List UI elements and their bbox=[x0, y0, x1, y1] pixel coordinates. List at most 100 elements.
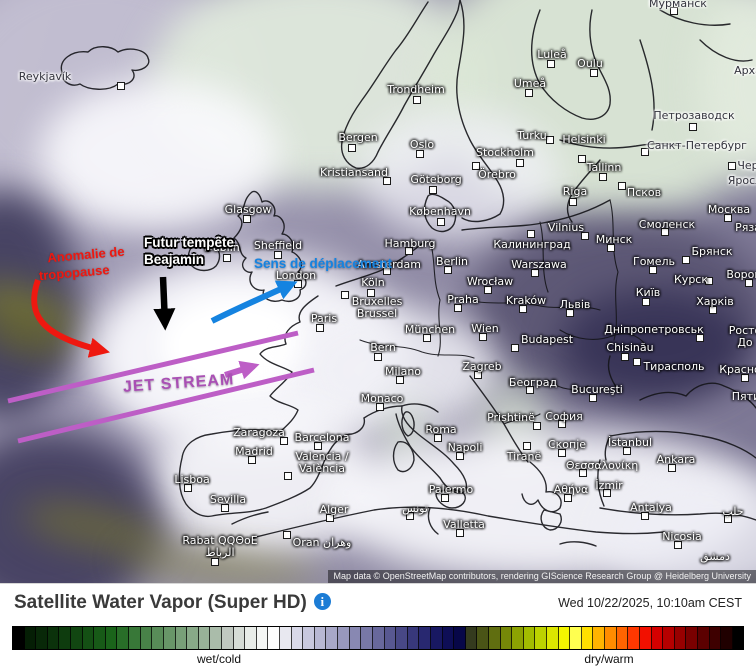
city-marker bbox=[316, 324, 324, 332]
city-marker bbox=[558, 420, 566, 428]
city-marker bbox=[484, 286, 492, 294]
colorbar-cell bbox=[442, 627, 455, 649]
city-marker bbox=[533, 422, 541, 430]
city-marker bbox=[599, 173, 607, 181]
city-label: Пяти bbox=[731, 390, 756, 403]
colorbar-cell bbox=[187, 627, 199, 649]
city-label: Київ bbox=[635, 286, 661, 299]
city-marker bbox=[633, 358, 641, 366]
jetstream-short-arrow bbox=[224, 360, 260, 380]
city-label: Яросл bbox=[727, 174, 756, 187]
city-label: Madrid bbox=[235, 445, 273, 458]
colorbar-cell bbox=[558, 627, 571, 649]
city-marker bbox=[709, 306, 717, 314]
city-label: Monaco bbox=[360, 392, 404, 405]
city-label: Петрозаводск bbox=[653, 109, 735, 122]
city-label: Palermo bbox=[428, 483, 474, 496]
city-marker bbox=[661, 228, 669, 236]
city-marker bbox=[374, 353, 382, 361]
city-marker bbox=[474, 371, 482, 379]
city-marker bbox=[348, 144, 356, 152]
city-marker bbox=[314, 442, 322, 450]
city-marker bbox=[531, 269, 539, 277]
colorbar-cell bbox=[407, 627, 420, 649]
city-marker bbox=[211, 558, 219, 566]
colorbar-cell bbox=[233, 627, 246, 649]
city-marker bbox=[642, 298, 650, 306]
colorbar-cell bbox=[326, 627, 339, 649]
city-label: دمشق bbox=[700, 550, 730, 563]
colorbar-cell bbox=[129, 627, 141, 649]
city-marker bbox=[413, 96, 421, 104]
colorbar-cell bbox=[674, 627, 687, 649]
city-marker bbox=[376, 403, 384, 411]
city-label: حلب bbox=[722, 505, 744, 518]
city-marker bbox=[243, 215, 251, 223]
city-label: Ворон bbox=[726, 268, 756, 281]
city-label: Bruxelles Brussel bbox=[351, 295, 403, 320]
scale-label-dry: dry/warm bbox=[584, 652, 634, 666]
city-label: Roma bbox=[425, 423, 457, 436]
city-marker bbox=[456, 529, 464, 537]
city-marker bbox=[326, 514, 334, 522]
city-label: Oran وهران bbox=[292, 536, 352, 549]
city-label: Antalya bbox=[630, 501, 672, 514]
colorbar-cell bbox=[570, 627, 582, 649]
city-marker bbox=[558, 449, 566, 457]
map-attribution: Map data © OpenStreetMap contributors, r… bbox=[327, 570, 756, 583]
colorbar-cell bbox=[419, 627, 431, 649]
city-marker bbox=[578, 155, 586, 163]
city-marker bbox=[589, 394, 597, 402]
city-label: Rabat QQΘoE الرباط bbox=[182, 534, 258, 559]
city-marker bbox=[472, 162, 480, 170]
city-label: Мурманск bbox=[649, 0, 707, 10]
annotation-tropopause: Anomalie de tropopause bbox=[38, 243, 126, 284]
city-label: Tiranë bbox=[506, 450, 542, 463]
colorbar-cell bbox=[581, 627, 594, 649]
city-label: Turku bbox=[517, 129, 547, 142]
city-marker bbox=[621, 353, 629, 361]
city-label: Sheffield bbox=[253, 239, 303, 252]
city-label: Wien bbox=[471, 322, 499, 335]
city-label: Bergen bbox=[338, 131, 378, 144]
city-marker bbox=[117, 82, 125, 90]
city-label: Bucureşti bbox=[571, 383, 623, 396]
colorbar-cell bbox=[94, 627, 106, 649]
colorbar-cell bbox=[547, 627, 559, 649]
city-label: Amsterdam bbox=[357, 258, 421, 271]
colorbar-cell bbox=[210, 627, 222, 649]
city-label: Zagreb bbox=[462, 360, 502, 373]
city-label: Helsinki bbox=[562, 133, 606, 146]
colorbar-cell bbox=[152, 627, 164, 649]
colorbar-cell bbox=[175, 627, 188, 649]
jetstream-line bbox=[7, 330, 299, 404]
city-marker bbox=[406, 512, 414, 520]
city-marker bbox=[590, 69, 598, 77]
city-marker bbox=[221, 504, 229, 512]
city-label: Vilnius bbox=[547, 221, 585, 234]
city-marker bbox=[444, 266, 452, 274]
colorbar-cell bbox=[686, 627, 698, 649]
city-marker bbox=[623, 447, 631, 455]
city-marker bbox=[526, 386, 534, 394]
city-label: Гомель bbox=[632, 255, 676, 268]
city-label: Псков bbox=[626, 186, 662, 199]
colorbar-cell bbox=[396, 627, 408, 649]
city-marker bbox=[547, 60, 555, 68]
city-label: Paris bbox=[310, 312, 338, 325]
city-label: Sevilla bbox=[209, 493, 247, 506]
city-marker bbox=[456, 452, 464, 460]
info-icon[interactable]: i bbox=[313, 593, 331, 610]
city-label: Warszawa bbox=[511, 258, 567, 271]
city-marker bbox=[728, 162, 736, 170]
colorbar-cell bbox=[105, 627, 118, 649]
colorbar-cell bbox=[117, 627, 130, 649]
city-marker bbox=[741, 374, 749, 382]
colorbar-cell bbox=[82, 627, 95, 649]
city-marker bbox=[429, 186, 437, 194]
city-label: Арха bbox=[734, 64, 756, 77]
colorbar-cell bbox=[488, 627, 501, 649]
city-label: Stockholm bbox=[476, 146, 534, 159]
city-label: Wrocław bbox=[466, 275, 514, 288]
city-marker bbox=[668, 464, 676, 472]
